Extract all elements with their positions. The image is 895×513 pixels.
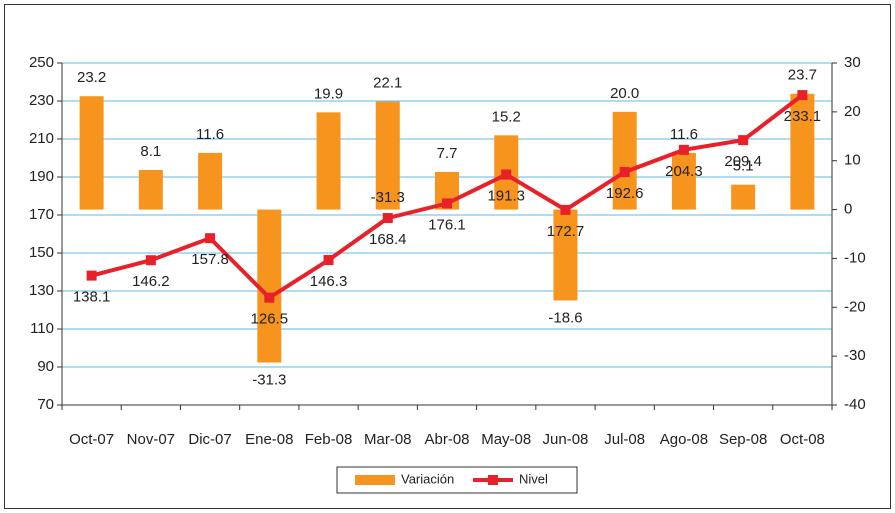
line-marker <box>264 292 275 303</box>
x-tick-label: Ago-08 <box>660 431 708 448</box>
line-label: 172.7 <box>547 223 585 240</box>
y2-tick-label: 30 <box>844 54 861 71</box>
line-label: 233.1 <box>784 108 822 125</box>
y2-tick-label: -40 <box>844 396 866 413</box>
bar-label: 11.6 <box>670 126 698 143</box>
line-label: 146.2 <box>132 273 170 290</box>
x-tick-label: Jul-08 <box>604 431 645 448</box>
bar <box>612 111 637 210</box>
x-tick-label: Oct-08 <box>780 431 825 448</box>
line-marker <box>560 204 571 215</box>
y-tick-label: 190 <box>29 168 54 185</box>
y2-tick-label: 20 <box>844 103 861 120</box>
line-label: 204.3 <box>665 163 703 180</box>
x-tick-label: Jun-08 <box>543 431 589 448</box>
x-tick-label: Mar-08 <box>364 431 412 448</box>
bar <box>553 209 578 301</box>
legend-swatch <box>355 475 395 485</box>
y-tick-label: 90 <box>37 358 54 375</box>
line-marker <box>442 198 452 209</box>
legend-label: Variación <box>401 471 454 486</box>
x-tick-label: Nov-07 <box>127 431 175 448</box>
bar <box>79 96 104 210</box>
line-marker <box>205 233 216 244</box>
line-marker <box>678 144 689 155</box>
bar-label: 15.2 <box>492 108 521 125</box>
bar <box>198 152 223 210</box>
bar <box>731 184 756 210</box>
bar-label: -31.3 <box>252 371 286 388</box>
x-tick-label: May-08 <box>481 431 531 448</box>
line-marker <box>501 169 512 180</box>
y2-tick-label: -10 <box>844 249 866 266</box>
line-marker <box>323 255 334 266</box>
x-tick-label: Oct-07 <box>69 431 114 448</box>
bar-label: 23.2 <box>77 69 106 86</box>
y2-tick-label: 0 <box>844 201 852 218</box>
bar <box>257 209 282 363</box>
y-tick-label: 150 <box>29 244 54 261</box>
y-tick-label: 210 <box>29 130 54 147</box>
legend-label: Nivel <box>519 471 548 486</box>
y-tick-label: 110 <box>30 320 54 337</box>
bar-label: -18.6 <box>548 309 582 326</box>
y-tick-label: 250 <box>29 54 54 71</box>
bar-label: 5.1 <box>733 158 754 175</box>
line-label: 176.1 <box>428 216 466 233</box>
bar <box>375 101 400 210</box>
x-tick-label: Feb-08 <box>305 431 353 448</box>
x-tick-label: Abr-08 <box>424 431 469 448</box>
line-marker <box>797 90 808 101</box>
line-marker <box>619 167 630 178</box>
y2-tick-label: 10 <box>844 152 861 169</box>
x-tick-label: Dic-07 <box>188 431 231 448</box>
y-tick-label: 170 <box>29 206 54 223</box>
y-tick-label: 130 <box>29 282 54 299</box>
y-tick-label: 230 <box>29 92 54 109</box>
line-marker <box>145 255 156 266</box>
x-tick-label: Sep-08 <box>719 431 767 448</box>
bar-label: 20.0 <box>610 85 639 102</box>
line-label: 168.4 <box>369 231 407 248</box>
line-label: 138.1 <box>73 289 111 306</box>
line-label: 157.8 <box>191 251 229 268</box>
bar <box>671 152 696 210</box>
y2-tick-label: -20 <box>844 298 866 315</box>
bar-label: 8.1 <box>140 143 161 160</box>
annotation: -31.3 <box>371 189 405 206</box>
line-label: 209.4 <box>724 153 762 170</box>
legend-swatch <box>488 475 498 485</box>
y-tick-label: 70 <box>37 396 54 413</box>
bar-label: 7.7 <box>437 145 458 162</box>
line-label: 191.3 <box>487 187 525 204</box>
line-label: 192.6 <box>606 185 644 202</box>
line-marker <box>382 213 393 224</box>
line-label: 126.5 <box>251 311 289 328</box>
bar-label: 11.6 <box>196 126 224 143</box>
bar-label: 22.1 <box>373 75 402 92</box>
bar-label: 19.9 <box>314 85 343 102</box>
line-marker <box>738 135 749 146</box>
bar <box>138 169 163 210</box>
line-label: 146.3 <box>310 273 348 290</box>
bar <box>316 112 341 210</box>
y2-tick-label: -30 <box>844 347 866 364</box>
bar-label: 23.7 <box>788 67 817 84</box>
bar <box>790 93 815 210</box>
line-marker <box>86 270 97 281</box>
x-tick-label: Ene-08 <box>245 431 293 448</box>
